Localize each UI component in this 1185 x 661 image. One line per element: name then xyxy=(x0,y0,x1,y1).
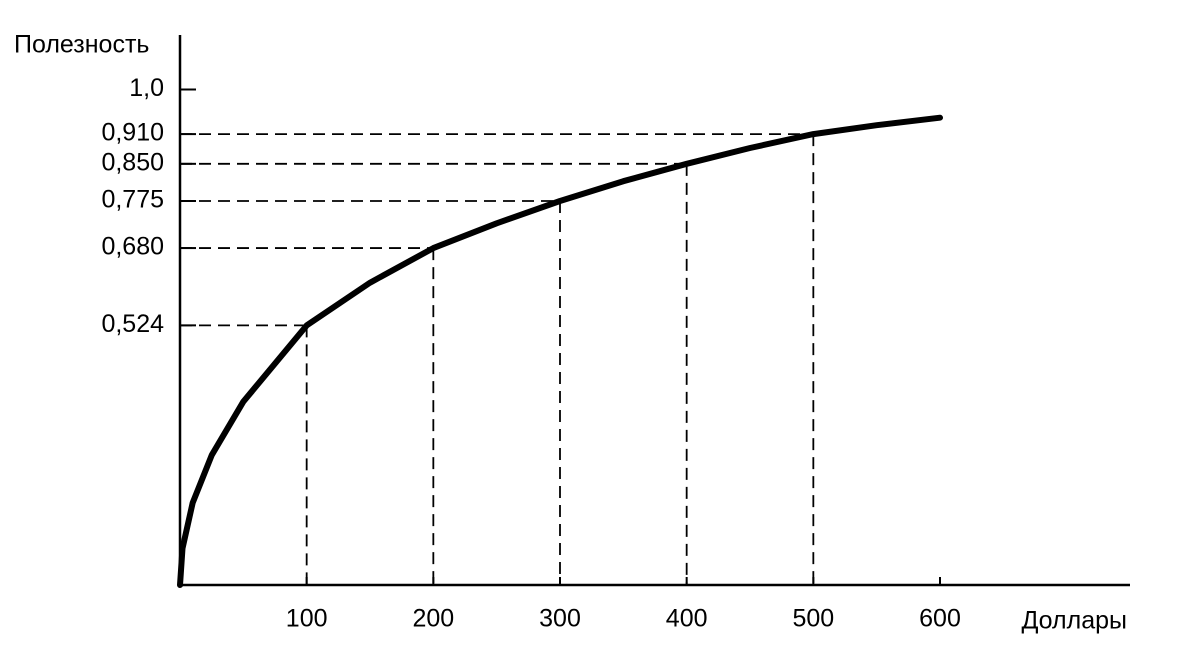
y-axis-label: Полезность xyxy=(14,31,149,59)
y-tick-label: 0,910 xyxy=(101,119,164,147)
y-tick-label: 0,850 xyxy=(101,148,164,176)
x-tick-label: 600 xyxy=(919,605,961,633)
x-tick-label: 300 xyxy=(539,605,581,633)
x-axis-label: Доллары xyxy=(1021,607,1127,635)
y-tick-label: 0,680 xyxy=(101,233,164,261)
y-tick-label: 0,524 xyxy=(101,310,164,338)
y-tick-label: 0,775 xyxy=(101,186,164,214)
x-tick-label: 100 xyxy=(286,605,328,633)
utility-curve xyxy=(177,114,943,588)
x-tick-label: 400 xyxy=(666,605,708,633)
x-tick-label: 200 xyxy=(412,605,454,633)
y-tick-label: 1,0 xyxy=(129,74,164,102)
x-tick-label: 500 xyxy=(792,605,834,633)
